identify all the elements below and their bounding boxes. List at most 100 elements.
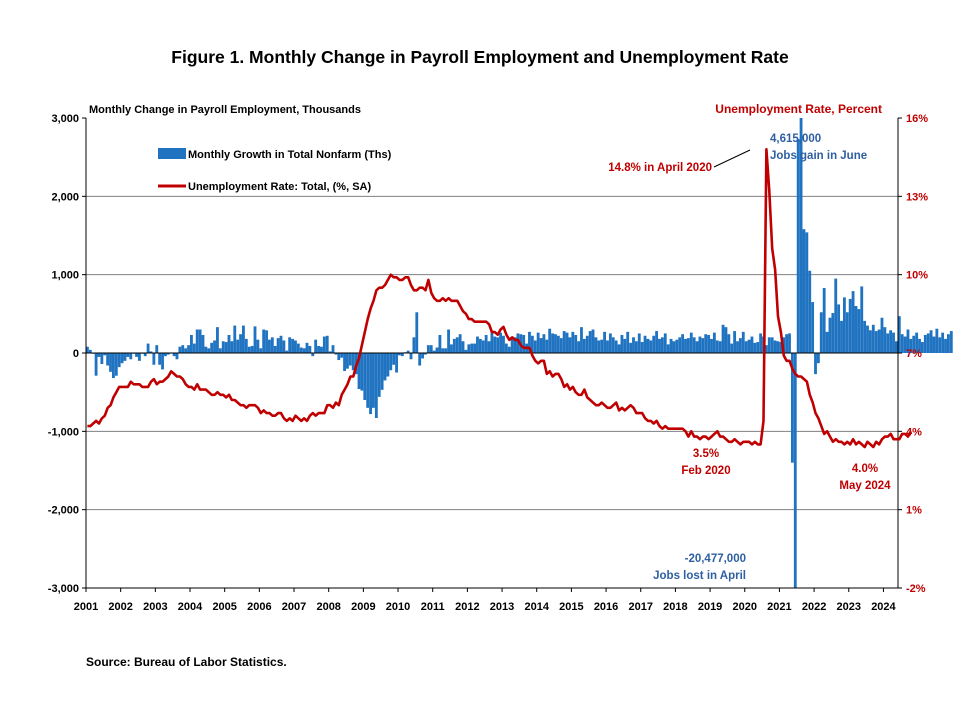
annotation-feb2020-value: 3.5% [693, 448, 719, 460]
x-tick-label: 2008 [316, 601, 340, 613]
payroll-bar [548, 328, 552, 353]
right-tick-labels: 16% 13% 10% 7% 4% 1% -2% [906, 113, 928, 595]
annotation-april-loss-value: -20,477,000 [685, 553, 746, 565]
payroll-bar [623, 338, 627, 353]
payroll-bar [273, 345, 277, 353]
payroll-bar [822, 287, 826, 353]
payroll-bar [915, 332, 919, 353]
annotation-april-loss-text: Jobs lost in April [653, 570, 746, 582]
payroll-bar [409, 353, 413, 360]
payroll-bar [736, 341, 739, 353]
payroll-bar [834, 278, 838, 353]
payroll-bar [516, 333, 520, 353]
payroll-bar [213, 340, 216, 353]
payroll-bar [476, 336, 479, 353]
payroll-bar [932, 336, 936, 353]
payroll-bar [649, 340, 653, 353]
payroll-bar [343, 353, 346, 372]
payroll-bar [536, 332, 540, 353]
payroll-bar [117, 353, 121, 368]
payroll-bar [675, 339, 679, 353]
payroll-bar [929, 330, 933, 353]
payroll-bar [672, 341, 676, 353]
payroll-bar [941, 332, 945, 353]
payroll-bar [643, 335, 647, 353]
payroll-bar [571, 331, 575, 353]
right-axis-title: Unemployment Rate, Percent [715, 102, 882, 116]
payroll-bar [377, 353, 381, 397]
payroll-bar [302, 348, 306, 353]
payroll-bar [837, 304, 841, 353]
annotation-feb2020-text: Feb 2020 [681, 465, 730, 477]
payroll-bar [253, 326, 257, 353]
payroll-bar [684, 338, 687, 353]
payroll-bar [357, 353, 361, 390]
payroll-bar [611, 337, 615, 353]
annotation-april-peak-rate: 14.8% in April 2020 [608, 162, 712, 174]
payroll-bar [918, 338, 921, 353]
payroll-bar [669, 338, 673, 353]
right-tick-label: 13% [906, 191, 928, 203]
payroll-bar [747, 339, 751, 353]
payroll-bar [868, 330, 872, 353]
x-tick-label: 2016 [594, 601, 618, 613]
payroll-bar [825, 331, 829, 353]
payroll-bar [874, 331, 878, 353]
payroll-bar [380, 353, 384, 390]
payroll-bar [100, 353, 104, 364]
payroll-bar [484, 334, 488, 353]
payroll-bar [533, 340, 537, 353]
left-tick-label: 0 [73, 348, 79, 360]
left-tick-label: -1,000 [48, 426, 79, 438]
payroll-bar [164, 353, 167, 357]
payroll-bar [334, 353, 338, 355]
payroll-bar [236, 339, 240, 353]
payroll-bar [906, 329, 910, 353]
payroll-bar [221, 341, 225, 353]
payroll-bar [808, 270, 812, 353]
payroll-bar [848, 298, 852, 353]
payroll-bar [710, 338, 713, 353]
payroll-bar [210, 342, 214, 353]
payroll-bar [418, 353, 422, 366]
payroll-bar [513, 337, 517, 353]
payroll-bar [580, 327, 583, 353]
payroll-bar [620, 334, 624, 353]
payroll-bar [311, 353, 315, 357]
annotation-april-peak-leader [713, 149, 751, 168]
payroll-bar [478, 338, 482, 353]
payroll-bar [360, 353, 364, 391]
payroll-bar [120, 353, 124, 364]
payroll-bar [123, 353, 127, 361]
left-tick-label: -2,000 [48, 505, 79, 517]
payroll-bar [727, 334, 731, 353]
payroll-bar [204, 346, 208, 353]
payroll-bar [626, 331, 630, 353]
payroll-bar [207, 348, 211, 353]
payroll-bar [785, 334, 789, 353]
payroll-bar [158, 353, 162, 365]
payroll-bar [819, 312, 823, 353]
payroll-bar [562, 331, 566, 353]
payroll-bar [767, 337, 771, 353]
payroll-bar [392, 353, 396, 365]
payroll-bar [600, 339, 604, 353]
payroll-bar [366, 353, 370, 408]
legend-bar-label: Monthly Growth in Total Nonfarm (Ths) [188, 149, 392, 161]
payroll-bar [444, 348, 448, 353]
payroll-bar [435, 347, 439, 353]
payroll-bar [317, 345, 320, 353]
payroll-bar [337, 353, 341, 361]
payroll-bar [811, 302, 815, 353]
payroll-bar [247, 346, 251, 353]
left-axis-title: Monthly Change in Payroll Employment, Th… [89, 104, 361, 116]
left-tick-label: 1,000 [51, 270, 79, 282]
payroll-bar [603, 331, 607, 353]
payroll-bar [109, 353, 112, 372]
payroll-bar [545, 339, 549, 353]
payroll-bar [903, 336, 907, 353]
payroll-bar [250, 345, 254, 353]
payroll-bar [753, 342, 757, 353]
payroll-bar [712, 332, 716, 353]
x-tick-labels: 2001 2002 2003 2004 2005 2006 2007 2008 2009 2010… [74, 601, 897, 613]
